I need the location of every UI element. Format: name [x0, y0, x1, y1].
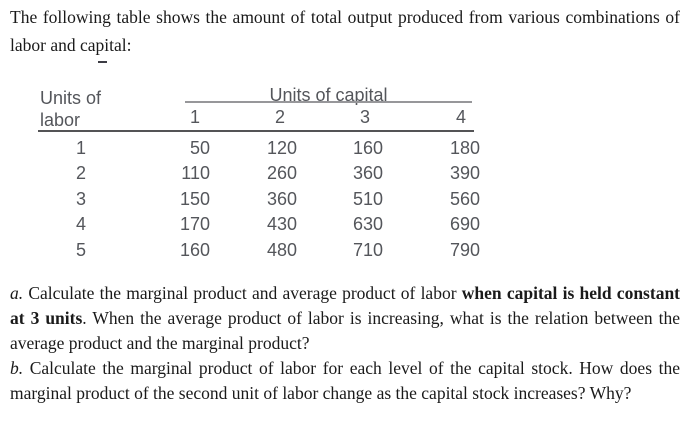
- table-row: 4 170 430 630 690: [38, 212, 480, 237]
- output-cell: 360: [352, 163, 383, 184]
- output-cell: 360: [266, 188, 297, 209]
- question-a-marker: a.: [10, 283, 24, 303]
- questions-block: a. Calculate the marginal product and av…: [10, 281, 680, 406]
- labor-units-cell: 2: [76, 163, 87, 184]
- intro-paragraph: The following table shows the amount of …: [10, 7, 680, 55]
- labor-units-cell: 4: [76, 214, 87, 235]
- row-header-line2: labor: [40, 110, 81, 130]
- output-cell: 690: [449, 214, 480, 235]
- output-cell: 630: [352, 214, 383, 235]
- table-row: 1 50 120 160 180: [38, 136, 480, 161]
- column-header-capital-1: 1: [189, 107, 200, 127]
- table-row: 2 110 260 360 390: [38, 161, 480, 186]
- output-cell: 50: [189, 138, 210, 158]
- question-b-text: Calculate the marginal product of labor …: [10, 358, 680, 403]
- output-cell: 710: [352, 239, 383, 260]
- output-cell: 790: [449, 239, 480, 260]
- output-cell: 560: [449, 188, 480, 209]
- row-header-line1: Units of: [40, 88, 102, 108]
- output-cell: 180: [449, 138, 480, 158]
- output-cell: 170: [179, 214, 210, 235]
- output-cell: 390: [449, 163, 480, 184]
- table-row: 3 150 360 510 560: [38, 187, 480, 212]
- column-group-header: Units of capital: [269, 85, 388, 105]
- output-cell: 430: [266, 214, 297, 235]
- table-header-rule: [38, 130, 474, 132]
- output-cell: 160: [352, 138, 383, 158]
- question-a: a. Calculate the marginal product and av…: [10, 281, 680, 356]
- column-header-capital-2: 2: [274, 107, 285, 127]
- labor-units-cell: 1: [76, 138, 87, 158]
- question-a-text-1: Calculate the marginal product and avera…: [23, 283, 462, 303]
- labor-units-cell: 5: [76, 239, 87, 260]
- question-a-text-2: . When the average product of labor is i…: [10, 308, 681, 353]
- output-cell: 510: [352, 188, 383, 209]
- output-cell: 150: [179, 188, 210, 209]
- output-cell: 120: [266, 138, 297, 158]
- column-header-capital-4: 4: [455, 107, 466, 127]
- question-a-bold-text: when capital is held constant at 3 units: [10, 283, 681, 328]
- output-cell: 160: [179, 239, 210, 260]
- capital-header-rule: [185, 101, 472, 103]
- output-cell: 110: [181, 163, 210, 184]
- question-b-marker: b.: [10, 358, 24, 378]
- table-body: 1 50 120 160 180 2 110 260 360 390 3 150…: [38, 136, 480, 263]
- table-row: 5 160 480 710 790: [38, 238, 480, 263]
- output-table: Units of labor Units of capital 1 2 3 4 …: [38, 84, 480, 264]
- stray-dash-mark: [98, 61, 107, 63]
- output-cell: 480: [266, 239, 297, 260]
- labor-units-cell: 3: [76, 188, 87, 209]
- column-header-capital-3: 3: [359, 107, 370, 127]
- output-cell: 260: [266, 163, 297, 184]
- question-b: b. Calculate the marginal product of lab…: [10, 356, 680, 406]
